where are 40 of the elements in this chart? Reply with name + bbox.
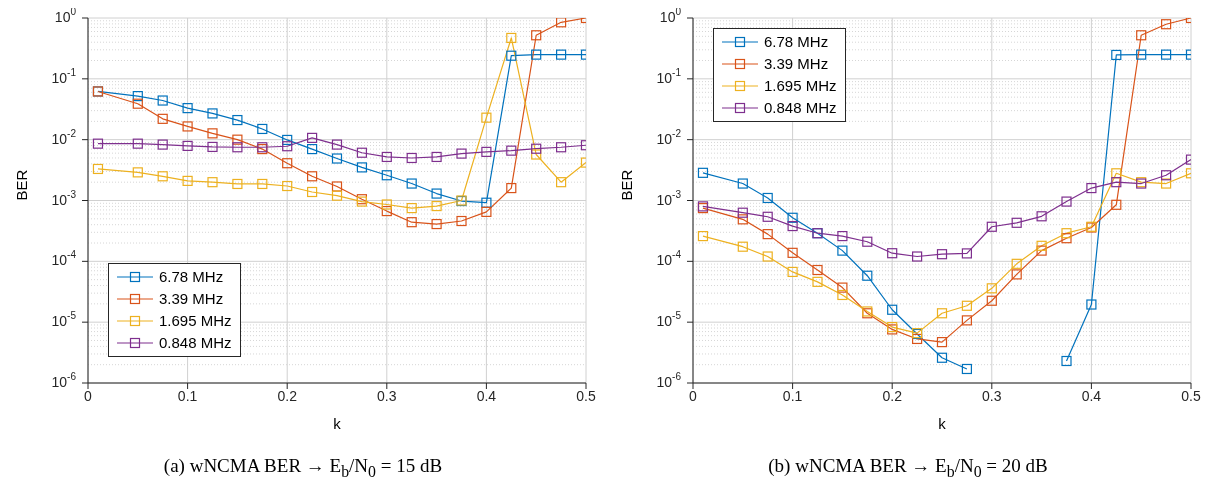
y-tick-label: 10$^{-5}$ [51, 310, 77, 329]
y-tick-label: 10$^{-6}$ [656, 371, 682, 390]
y-tick-label: 10$^{0}$ [54, 6, 77, 25]
legend-label: 1.695 MHz [159, 311, 232, 331]
x-tick-label: 0.4 [1081, 387, 1102, 404]
y-tick-label: 10$^{-1}$ [656, 66, 682, 86]
x-tick-label: 0.2 [882, 387, 903, 404]
y-tick-label: 10$^{-3}$ [656, 188, 682, 208]
y-tick-label: 10$^{-4}$ [51, 249, 77, 269]
legend-label: 0.848 MHz [764, 98, 837, 118]
x-tick-label: 0.3 [377, 387, 397, 404]
legend-label: 6.78 MHz [159, 267, 224, 287]
y-tick-label: 10$^{-1}$ [51, 66, 77, 86]
x-tick-label: 0 [84, 387, 93, 404]
x-tick-label: 0 [689, 387, 698, 404]
legend-label: 3.39 MHz [159, 289, 224, 309]
x-tick-label: 0.1 [177, 387, 198, 404]
legend-label: 1.695 MHz [764, 76, 837, 96]
x-axis-title: k [938, 415, 947, 432]
y-tick-label: 10$^{0}$ [659, 6, 682, 25]
x-tick-label: 0.3 [982, 387, 1002, 404]
x-tick-label: 0.5 [1181, 387, 1201, 404]
y-axis-title: BER [13, 169, 31, 201]
legend-label: 3.39 MHz [764, 54, 829, 74]
text: (a) wNCMA BER → E$_{b}$/N$_{0}$ = 15 dB [162, 455, 444, 481]
y-tick-label: 10$^{-6}$ [51, 371, 77, 390]
x-tick-label: 0.5 [576, 387, 596, 404]
y-tick-label: 10$^{-3}$ [51, 188, 77, 208]
x-tick-label: 0.1 [782, 387, 803, 404]
y-tick-label: 10$^{-4}$ [656, 249, 682, 269]
legend-label: 0.848 MHz [159, 333, 232, 353]
x-tick-label: 0.4 [476, 387, 497, 404]
text: (b) wNCMA BER → E$_{b}$/N$_{0}$ = 20 dB [767, 455, 1049, 481]
y-axis-title: BER [618, 169, 636, 201]
y-tick-label: 10$^{-2}$ [51, 127, 77, 147]
y-tick-label: 10$^{-2}$ [656, 127, 682, 147]
y-tick-label: 10$^{-5}$ [656, 310, 682, 329]
x-axis-title: k [333, 415, 342, 432]
x-tick-label: 0.2 [277, 387, 298, 404]
legend-label: 6.78 MHz [764, 32, 829, 52]
